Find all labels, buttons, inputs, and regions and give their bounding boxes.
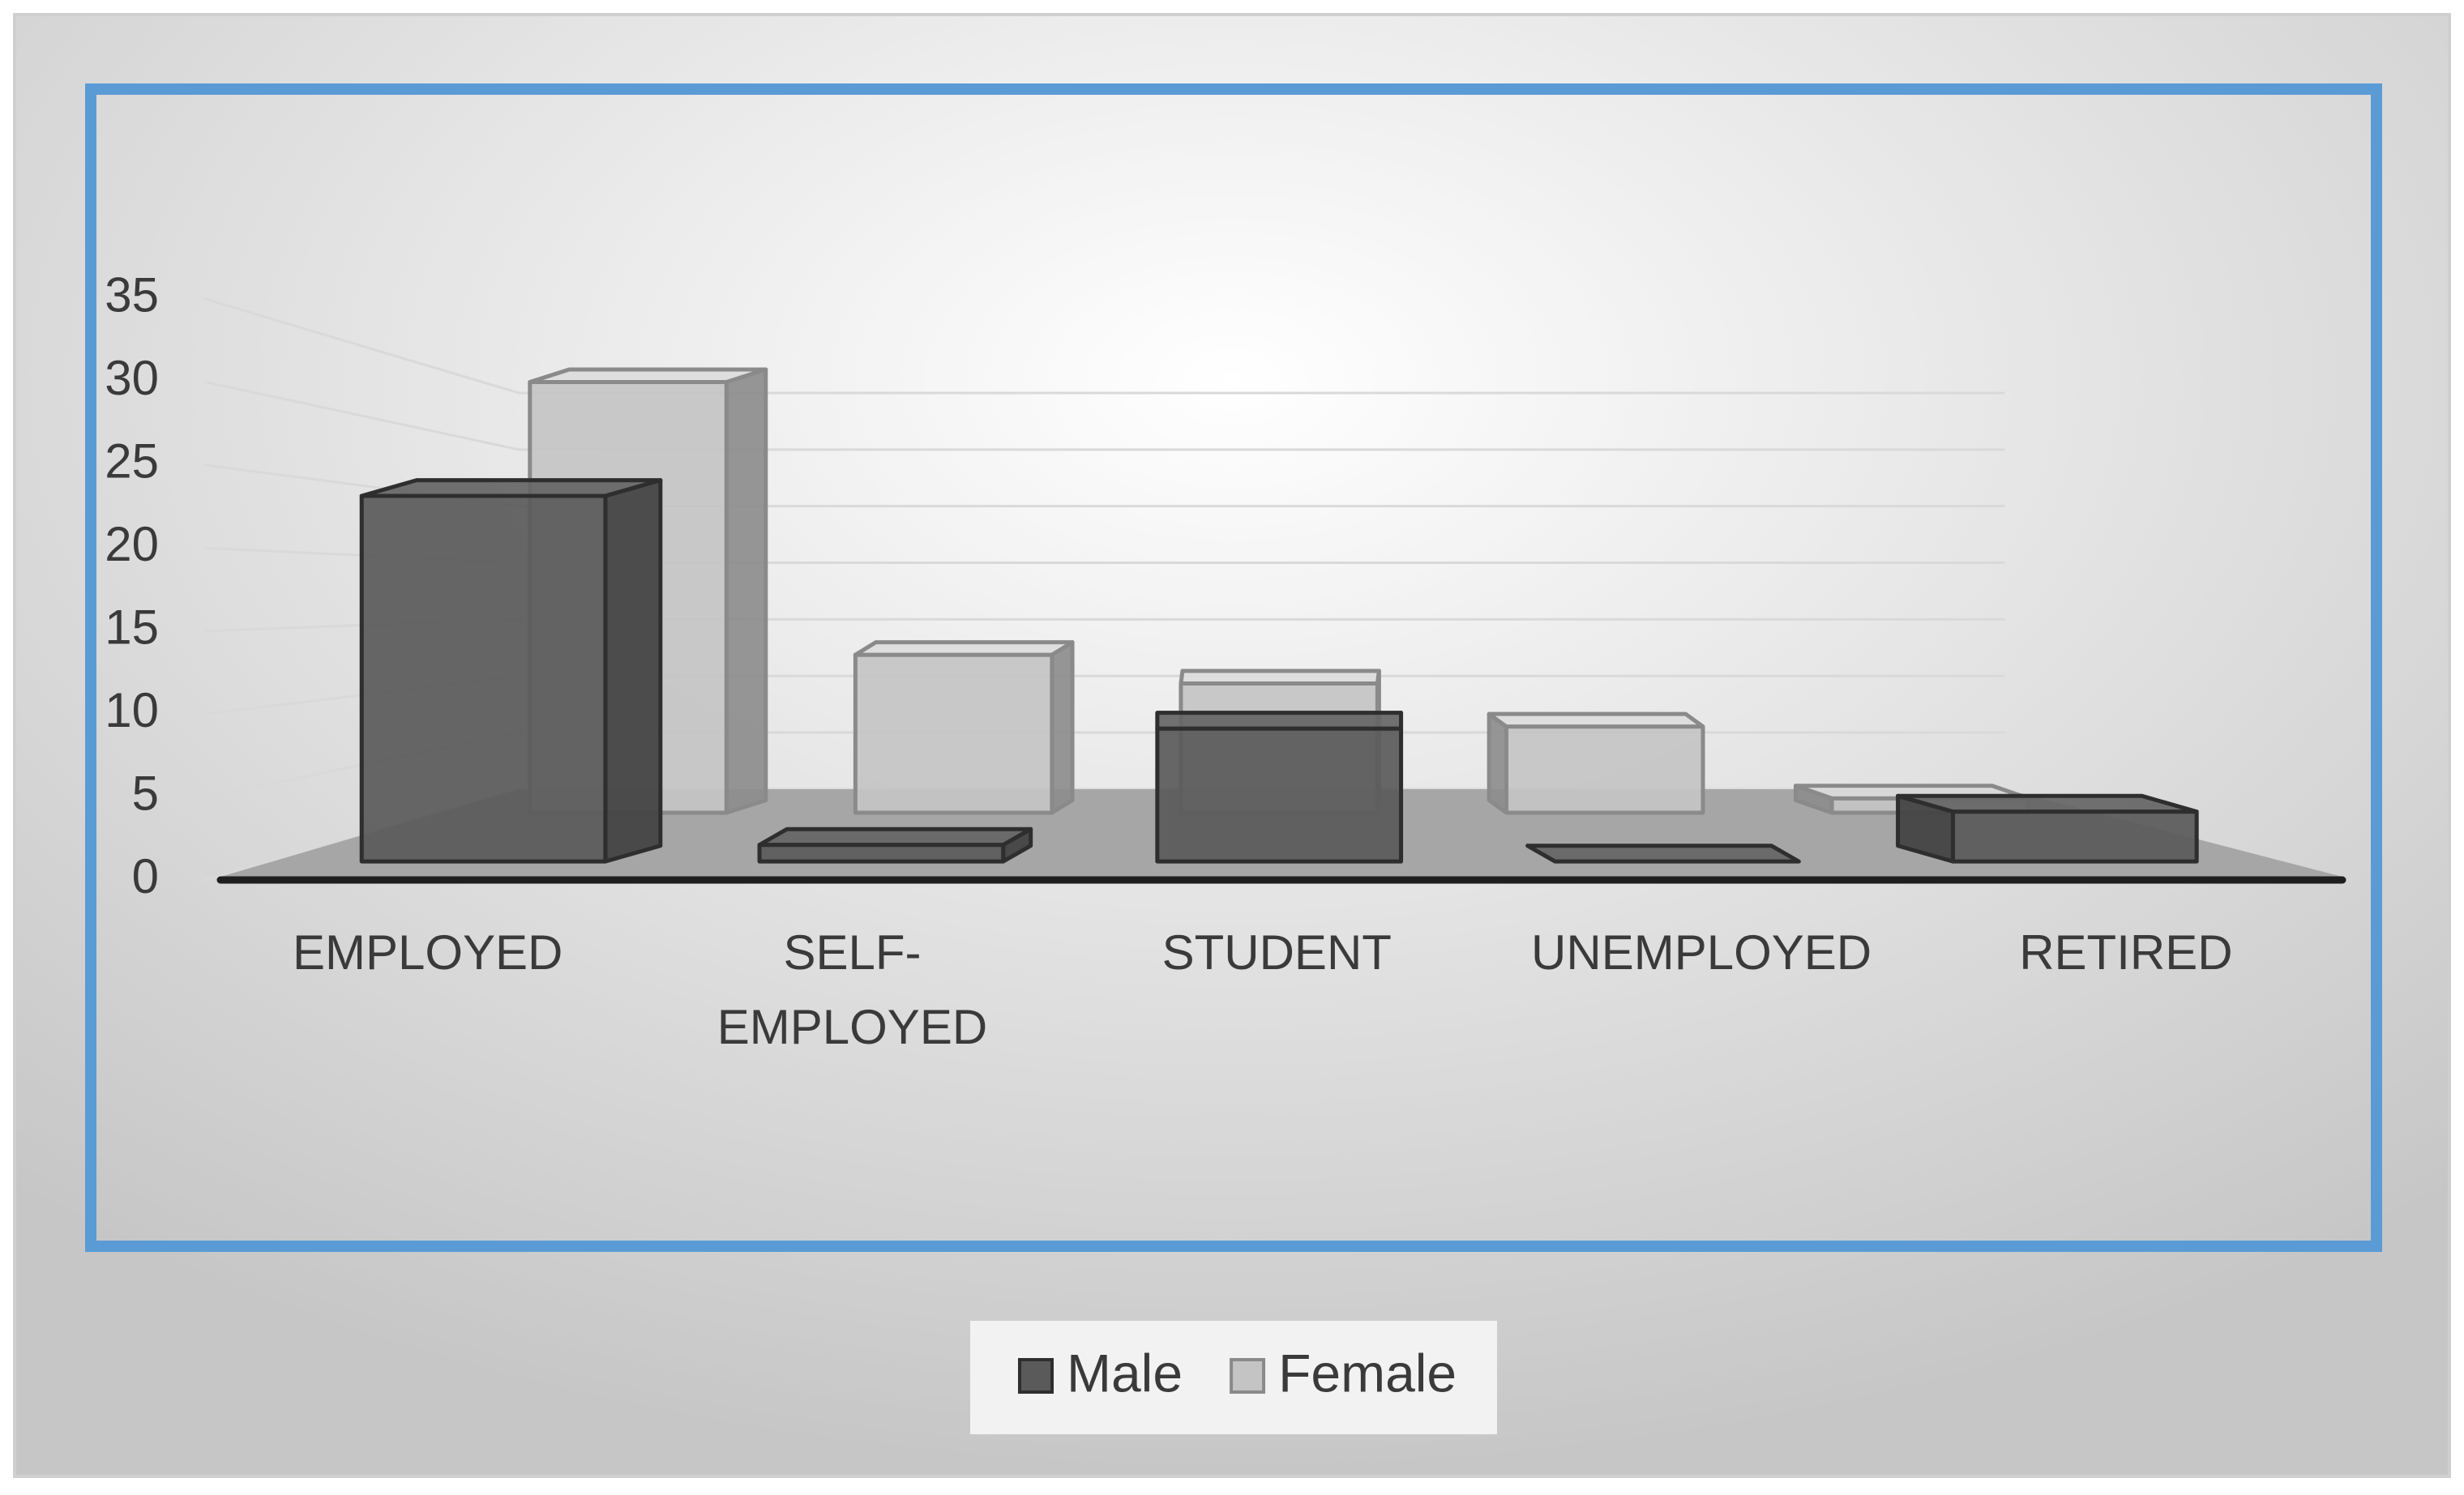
bar <box>757 827 1033 864</box>
bar <box>1155 711 1404 864</box>
grid-line <box>203 297 2005 395</box>
plot-frame <box>85 83 2382 1252</box>
bar <box>1487 711 1705 815</box>
y-tick-label: 0 <box>132 849 159 903</box>
bar-front <box>1155 726 1404 864</box>
bar-front <box>1504 724 1705 815</box>
grid-line <box>203 380 2005 451</box>
x-tick-label: UNEMPLOYED <box>1531 925 1872 980</box>
bar <box>853 640 1075 815</box>
bar-side <box>724 367 768 815</box>
labels: 0 5 10 15 20 25 30 35 EMPLOYED SELF-EMPLOYED STUDE… <box>105 268 2232 1403</box>
bar-top <box>1179 668 1381 686</box>
legend-swatch <box>1018 1358 1054 1394</box>
bar-front <box>359 493 608 864</box>
bar-front <box>853 652 1054 815</box>
bar-top <box>359 478 663 498</box>
bar-front <box>1950 809 2199 864</box>
front-row <box>359 478 2199 864</box>
x-tick-label: SELF-EMPLOYED <box>717 925 987 1054</box>
bar <box>1525 844 1801 864</box>
bar-top <box>1155 711 1404 731</box>
bar-top <box>853 640 1075 657</box>
legend-swatch <box>1230 1358 1266 1394</box>
y-tick-label: 10 <box>105 683 159 737</box>
legend-label: Male <box>1067 1343 1183 1403</box>
bar-top <box>757 827 1033 848</box>
y-tick-label: 25 <box>105 434 159 489</box>
y-tick-label: 15 <box>105 600 159 655</box>
bar <box>359 478 663 864</box>
x-tick-label: RETIRED <box>2019 925 2232 980</box>
bar-top <box>1525 844 1801 864</box>
y-tick-label: 5 <box>132 767 159 821</box>
legend-label: Female <box>1278 1343 1457 1403</box>
y-tick-label: 30 <box>105 351 159 405</box>
bar-top <box>528 367 768 384</box>
bar-top <box>1487 711 1705 729</box>
x-tick-label: STUDENT <box>1162 925 1392 980</box>
bar-side <box>603 478 663 864</box>
bar <box>1896 793 2199 864</box>
y-tick-label: 35 <box>105 268 159 322</box>
x-tick-label: EMPLOYED <box>293 925 563 980</box>
y-tick-label: 20 <box>105 517 159 571</box>
bar-side <box>1487 711 1509 815</box>
bar-front <box>757 843 1006 864</box>
bar-top <box>1896 793 2199 814</box>
bar-side <box>1050 640 1075 815</box>
